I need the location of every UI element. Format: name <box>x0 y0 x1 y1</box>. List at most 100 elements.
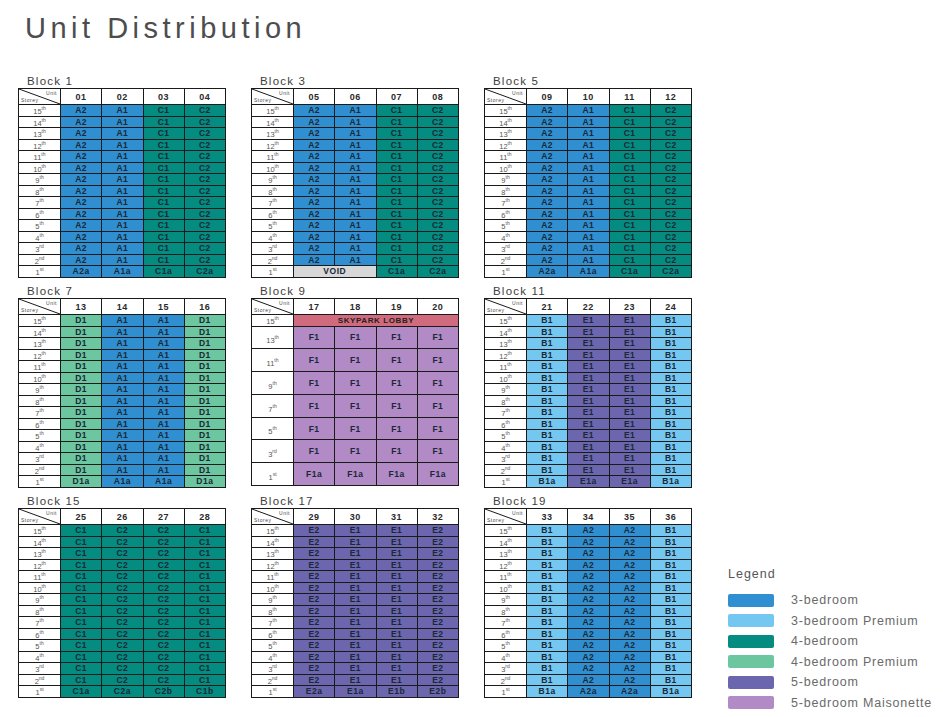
unit-cell: C2 <box>143 548 184 560</box>
unit-cell: E1 <box>568 315 609 327</box>
unit-cell: A1 <box>335 151 376 163</box>
unit-cell: C1 <box>376 243 417 255</box>
unit-cell: A1 <box>143 384 184 396</box>
unit-cell: B1 <box>527 407 568 419</box>
unit-cell: F1 <box>294 440 335 463</box>
legend-item: 4-bedroom Premium <box>728 652 932 673</box>
unit-cell: E1 <box>609 338 650 350</box>
unit-cell: B1 <box>650 338 691 350</box>
unit-cell: C1 <box>184 582 225 594</box>
storey-label: 11th <box>485 361 527 373</box>
unit-cell: C2 <box>143 617 184 629</box>
unit-cell: B1 <box>527 395 568 407</box>
unit-cell: E1a <box>335 686 376 698</box>
unit-cell: C2 <box>417 208 458 220</box>
unit-cell: B1 <box>527 338 568 350</box>
unit-cell: B1 <box>527 315 568 327</box>
unit-cell: F1 <box>335 417 376 440</box>
unit-cell: A2 <box>294 162 335 174</box>
unit-number-header: 19 <box>376 299 417 315</box>
storey-label: 6th <box>485 418 527 430</box>
storey-label: 7th <box>19 617 61 629</box>
unit-cell: E2 <box>294 651 335 663</box>
unit-cell: D1 <box>61 326 102 338</box>
unit-cell: C2 <box>417 197 458 209</box>
unit-cell: VOID <box>294 266 377 278</box>
unit-number-header: 20 <box>417 299 458 315</box>
unit-cell: B1 <box>650 651 691 663</box>
unit-number-header: 26 <box>102 509 143 525</box>
unit-cell: C1 <box>376 139 417 151</box>
unit-cell: A2 <box>527 220 568 232</box>
unit-cell: C1 <box>609 105 650 117</box>
unit-table: UnitStorey3334353615thB1A2A2B114thB1A2A2… <box>484 508 692 698</box>
unit-cell: A1 <box>335 208 376 220</box>
unit-cell: F1 <box>335 326 376 349</box>
legend-swatch <box>728 696 774 709</box>
unit-cell: C1 <box>61 628 102 640</box>
unit-cell: C2 <box>650 197 691 209</box>
unit-cell: E1 <box>568 441 609 453</box>
unit-cell: C1 <box>61 582 102 594</box>
unit-cell: C1 <box>609 220 650 232</box>
unit-cell: A1 <box>568 174 609 186</box>
unit-cell: B1 <box>527 651 568 663</box>
unit-number-header: 35 <box>609 509 650 525</box>
unit-number-header: 28 <box>184 509 225 525</box>
unit-cell: E1 <box>335 559 376 571</box>
unit-cell: E1 <box>335 548 376 560</box>
storey-label: 13th <box>19 128 61 140</box>
unit-cell: F1 <box>294 394 335 417</box>
unit-cell: C1 <box>609 197 650 209</box>
unit-cell: A2 <box>294 128 335 140</box>
unit-cell: C1 <box>61 605 102 617</box>
storey-label: 8th <box>485 395 527 407</box>
unit-cell: A2 <box>568 674 609 686</box>
unit-cell: C1 <box>376 151 417 163</box>
unit-cell: D1 <box>61 349 102 361</box>
unit-cell: C1a <box>376 266 417 278</box>
unit-cell: A1 <box>568 254 609 266</box>
storey-label: 2nd <box>485 674 527 686</box>
unit-cell: B1 <box>650 453 691 465</box>
storey-label: 9th <box>252 594 294 606</box>
unit-number-header: 33 <box>527 509 568 525</box>
unit-cell: E1 <box>568 464 609 476</box>
storey-label: 13th <box>485 338 527 350</box>
unit-cell: B1 <box>650 384 691 396</box>
storey-label: 7th <box>485 407 527 419</box>
unit-cell: E1 <box>335 536 376 548</box>
unit-cell: C2 <box>417 231 458 243</box>
unit-cell: A2 <box>568 582 609 594</box>
block: Block 9UnitStorey1718192015thSKYPARK LOB… <box>251 285 459 485</box>
unit-cell: B1 <box>650 525 691 537</box>
unit-cell: A1 <box>335 139 376 151</box>
unit-cell: C2 <box>417 174 458 186</box>
unit-cell: C1 <box>61 594 102 606</box>
unit-cell: A2 <box>609 594 650 606</box>
unit-cell: A1 <box>335 116 376 128</box>
unit-cell: A1 <box>102 361 143 373</box>
unit-number-header: 23 <box>609 299 650 315</box>
unit-cell: A2 <box>61 151 102 163</box>
unit-cell: C2 <box>102 548 143 560</box>
page-title: Unit Distribution <box>25 12 306 45</box>
unit-cell: A2 <box>294 208 335 220</box>
storey-label: 12th <box>485 139 527 151</box>
storey-label: 6th <box>19 418 61 430</box>
unit-cell: B1 <box>650 594 691 606</box>
storey-label: 2nd <box>19 674 61 686</box>
storey-label: 5th <box>19 430 61 442</box>
unit-cell: F1 <box>335 349 376 372</box>
unit-number-header: 02 <box>102 89 143 105</box>
unit-cell: C2 <box>184 231 225 243</box>
storey-label: 13th <box>485 128 527 140</box>
unit-cell: A2 <box>568 640 609 652</box>
block-title: Block 19 <box>484 495 692 508</box>
unit-cell: B1 <box>527 361 568 373</box>
unit-cell: B1 <box>650 418 691 430</box>
unit-cell: E1 <box>568 384 609 396</box>
unit-cell: D1 <box>61 453 102 465</box>
unit-cell: C2 <box>102 628 143 640</box>
unit-cell: A2 <box>609 605 650 617</box>
